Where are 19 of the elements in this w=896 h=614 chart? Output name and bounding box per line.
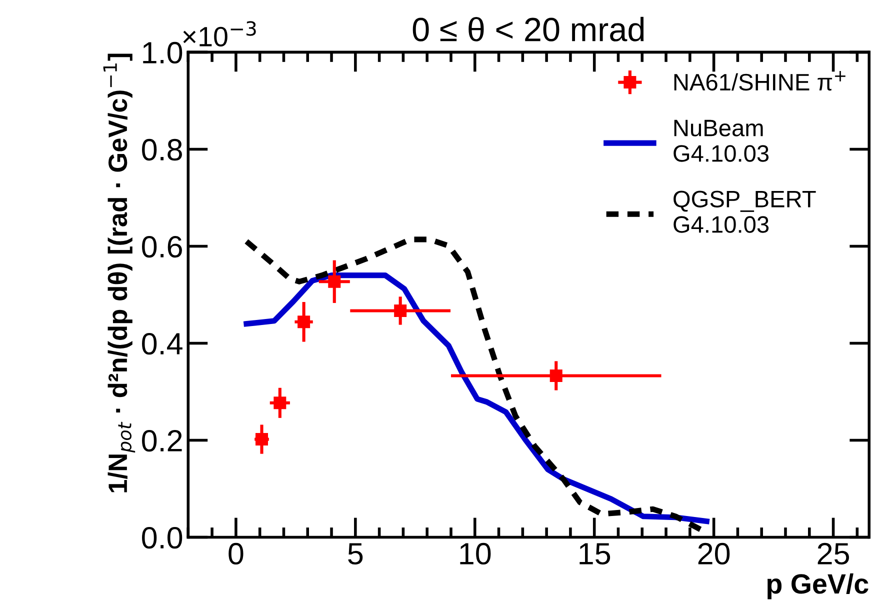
- x-tick-label: 5: [348, 543, 363, 565]
- y-tick-label: 0.0: [142, 526, 182, 549]
- legend-label: NuBeam G4.10.03: [674, 120, 769, 162]
- y-tick-label: 0.8: [142, 138, 182, 161]
- y-tick-label: 0.4: [142, 332, 182, 355]
- text: ×10$^{−3}$: [183, 21, 256, 46]
- x-tick-label: 25: [818, 542, 849, 565]
- y-tick-label: 0.6: [142, 236, 182, 258]
- x-tick-label: 0: [228, 542, 244, 565]
- y-tick-label: 0.2: [142, 430, 182, 452]
- chart-title: 0 ≤ θ < 20 mrad: [412, 16, 644, 42]
- legend-label: QGSP_BERT G4.10.03: [674, 190, 816, 233]
- legend-label: NA61/SHINE π$^{+}$: [674, 70, 846, 91]
- y-axis-title: 1/N$_{pot}$ · d²n/(dp dθ) [(rad · GeV/c)$^{−1}$]: [103, 54, 136, 492]
- x-axis-title: p GeV/c: [768, 573, 868, 600]
- x-tick-label: 15: [580, 543, 610, 565]
- y-tick-label: 1.0: [143, 42, 182, 64]
- x-tick-label: 10: [460, 542, 491, 565]
- x-tick-label: 20: [698, 542, 730, 565]
